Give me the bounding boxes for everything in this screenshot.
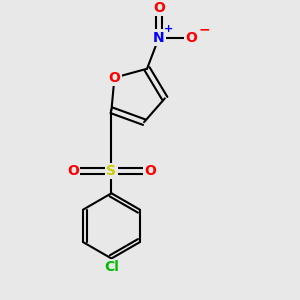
Text: O: O bbox=[109, 71, 120, 85]
Text: O: O bbox=[186, 31, 197, 45]
Text: S: S bbox=[106, 164, 116, 178]
Text: N: N bbox=[153, 31, 165, 45]
Text: O: O bbox=[153, 1, 165, 15]
Text: +: + bbox=[164, 24, 173, 34]
Text: Cl: Cl bbox=[104, 260, 119, 274]
Text: O: O bbox=[67, 164, 79, 178]
Text: −: − bbox=[198, 22, 210, 36]
Text: O: O bbox=[144, 164, 156, 178]
